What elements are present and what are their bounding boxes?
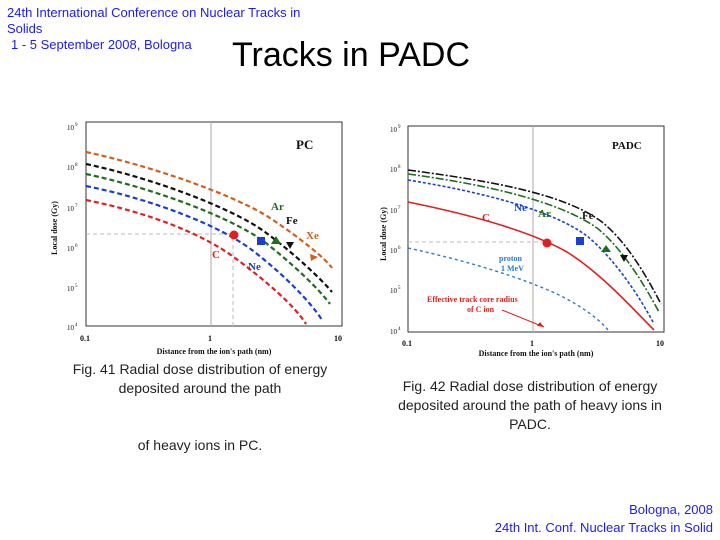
x-tick: 1 xyxy=(530,339,534,348)
xe-marker xyxy=(310,254,318,261)
ion-label-c: C xyxy=(212,249,220,261)
x-tick: 0.1 xyxy=(402,339,412,348)
ion-label-ar: Ar xyxy=(538,208,551,220)
y-tick: 10 xyxy=(390,247,398,255)
caption-fig41: Fig. 41 Radial dose distribution of ener… xyxy=(62,360,338,455)
ar-marker xyxy=(601,245,611,252)
y-tick-exponent: 4 xyxy=(75,323,78,328)
y-tick-exponent: 4 xyxy=(398,327,401,332)
proton-label-line1: proton xyxy=(499,254,523,263)
y-tick-exponent: 7 xyxy=(398,206,401,211)
proton-curve xyxy=(407,247,609,331)
ion-label-xe: Xe xyxy=(306,230,319,242)
y-tick-exponent: 7 xyxy=(75,204,78,209)
ar-curve xyxy=(407,173,660,313)
x-tick: 10 xyxy=(656,339,664,348)
y-tick-exponent: 5 xyxy=(398,286,401,291)
y-tick: 10 xyxy=(67,324,75,332)
fe-curve xyxy=(85,162,333,293)
y-tick-exponent: 8 xyxy=(75,163,78,168)
y-tick-exponent: 6 xyxy=(75,244,78,249)
plot-frame xyxy=(407,125,665,333)
ion-label-ar: Ar xyxy=(271,201,284,213)
y-tick: 10 xyxy=(67,285,75,293)
c-marker xyxy=(542,238,552,248)
y-tick-exponent: 6 xyxy=(398,246,401,251)
x-axis-label: Distance from the ion's path (nm) xyxy=(157,347,272,356)
ion-label-c: C xyxy=(482,212,490,224)
ion-label-fe: Fe xyxy=(582,210,594,222)
y-tick-exponent: 9 xyxy=(75,123,78,128)
ion-label-ne: Ne xyxy=(248,261,261,273)
y-tick: 10 xyxy=(67,205,75,213)
plot-frame xyxy=(85,121,343,327)
slide-footer: Bologna, 2008 24th Int. Conf. Nuclear Tr… xyxy=(495,501,713,537)
caption-fig41-text: Fig. 41 Radial dose distribution of ener… xyxy=(72,361,328,396)
figure-label: PC xyxy=(296,137,313,152)
x-tick: 10 xyxy=(334,334,342,343)
caption-fig41-continued: of heavy ions in PC. xyxy=(137,437,263,453)
figure-label: PADC xyxy=(612,140,642,152)
y-tick: 10 xyxy=(390,126,398,134)
caption-fig42: Fig. 42 Radial dose distribution of ener… xyxy=(398,378,662,432)
footer-conference: 24th Int. Conf. Nuclear Tracks in Solid xyxy=(494,520,713,535)
ne-marker xyxy=(257,237,265,245)
y-tick-exponent: 5 xyxy=(75,284,78,289)
ar-marker xyxy=(271,236,281,244)
conference-title-line1: 24th International Conference on Nuclear… xyxy=(7,5,301,20)
figure-41-pc: PC Ar Fe Xe C Ne 10 9 10 8 10 7 10 6 10 5 10 4… xyxy=(40,108,360,360)
fe-curve xyxy=(407,169,662,305)
conference-header: 24th International Conference on Nuclear… xyxy=(7,5,337,53)
conference-title-line2: Solids xyxy=(7,21,43,36)
proton-label-line2: 1 MeV xyxy=(501,264,524,273)
y-tick: 10 xyxy=(390,287,398,295)
xe-curve xyxy=(85,150,333,269)
x-tick: 1 xyxy=(208,334,212,343)
ion-label-fe: Fe xyxy=(286,215,298,227)
y-tick: 10 xyxy=(390,328,398,336)
conference-dates: 1 - 5 September 2008, Bologna xyxy=(11,37,192,52)
footer-location: Bologna, 2008 xyxy=(629,502,713,517)
ion-label-ne: Ne xyxy=(514,202,527,214)
ne-curve xyxy=(407,179,655,325)
x-axis-label: Distance from the ion's path (nm) xyxy=(479,349,594,358)
slide-title: Tracks in PADC xyxy=(232,36,471,74)
c-curve xyxy=(407,201,655,331)
fe-marker xyxy=(286,242,294,249)
y-tick: 10 xyxy=(67,124,75,132)
y-tick: 10 xyxy=(67,245,75,253)
y-tick-exponent: 8 xyxy=(398,165,401,170)
y-tick: 10 xyxy=(67,164,75,172)
ne-curve xyxy=(85,184,323,321)
x-tick: 0.1 xyxy=(80,334,90,343)
effective-radius-line1: Effective track core radius xyxy=(427,295,518,304)
c-marker xyxy=(229,230,239,240)
y-tick: 10 xyxy=(390,207,398,215)
y-axis-label: Local dose (Gy) xyxy=(379,207,388,261)
effective-radius-line2: of C ion xyxy=(467,305,495,314)
figure-42-padc: PADC Ne Ar Fe C proton 1 MeV Effective t… xyxy=(372,112,680,364)
y-axis-label: Local dose (Gy) xyxy=(50,201,59,255)
fe-marker xyxy=(620,255,628,262)
ar-curve xyxy=(85,172,331,305)
y-tick: 10 xyxy=(390,166,398,174)
c-curve xyxy=(85,198,307,325)
y-tick-exponent: 9 xyxy=(398,125,401,130)
ne-marker xyxy=(576,237,584,245)
